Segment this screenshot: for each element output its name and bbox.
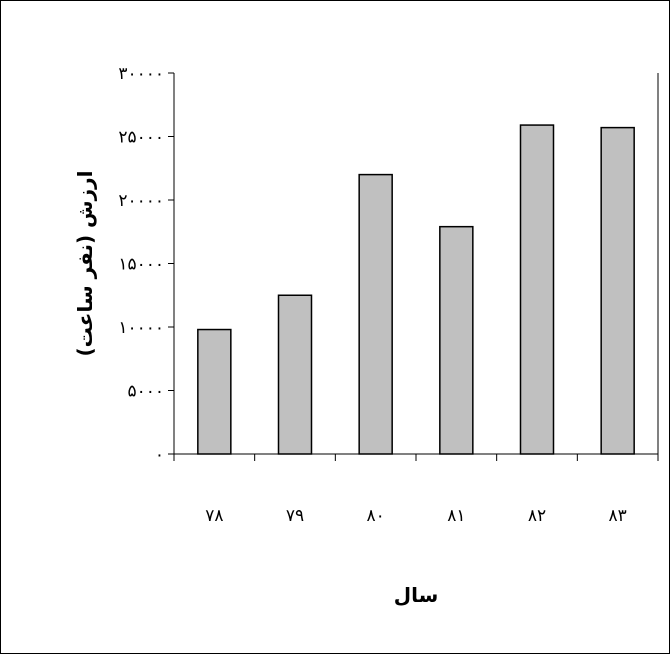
bar-5 [600,126,635,455]
x-tick-label: ۷۸ [205,506,223,526]
y-tick-label: ۵۰۰۰ [127,382,164,402]
y-axis-label: ارزش (نفر ساعت) [73,170,97,356]
x-tick-label: ۷۹ [286,506,304,526]
x-tick-label: ۸۱ [447,506,465,526]
x-tick-label: ۸۲ [528,506,546,526]
y-tick-label: ۱۵۰۰۰ [118,255,164,275]
x-tick-label: ۸۳ [609,506,627,526]
x-axis-label: سال [394,583,439,607]
y-tick-label: ۳۰۰۰۰ [118,64,164,84]
plot-area: ۰ ۵۰۰۰ ۱۰۰۰۰ ۱۵۰۰۰ ۲۰۰۰۰ ۲۵۰۰۰ ۳۰۰۰۰ ۷۸ ۷۹ ۸۰ ۸۱ ۸… [118,64,659,526]
y-tick-label: ۱۰۰۰۰ [118,318,164,338]
y-tick-label: ۰ [155,445,164,465]
y-tick-label: ۲۰۰۰۰ [118,191,164,211]
bar-2 [358,173,393,455]
x-tick-label: ۸۰ [367,506,385,526]
bar-3 [439,225,474,455]
bar-1 [277,294,313,455]
y-tick-label: ۲۵۰۰۰ [118,128,164,148]
bar-0 [197,328,232,455]
bar-4 [519,124,555,455]
